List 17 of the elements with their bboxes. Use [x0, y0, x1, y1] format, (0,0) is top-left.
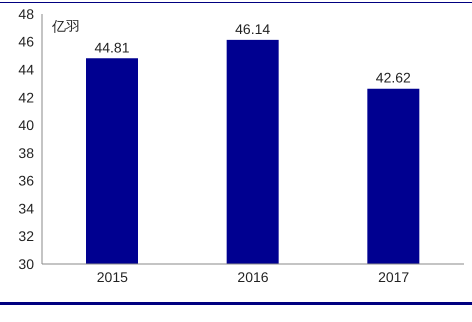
y-tick-label: 48	[18, 6, 34, 22]
y-tick-label: 34	[18, 200, 34, 216]
y-tick-label: 42	[18, 89, 34, 106]
y-tick-label: 30	[18, 256, 34, 272]
data-label: 46.14	[235, 20, 270, 37]
y-axis-title: 亿羽	[52, 18, 80, 36]
x-tick-label: 2017	[378, 268, 410, 285]
y-tick-label: 32	[18, 228, 34, 244]
y-tick-label: 44	[18, 62, 34, 78]
y-tick-label: 36	[18, 172, 34, 189]
y-tick-label: 40	[18, 117, 34, 134]
y-tick-label: 46	[18, 34, 34, 50]
data-label: 42.62	[376, 70, 412, 86]
data-label: 44.81	[94, 39, 130, 56]
x-tick-label: 2016	[237, 268, 269, 285]
x-tick-label: 2015	[96, 268, 128, 285]
y-tick-label: 38	[18, 144, 34, 161]
